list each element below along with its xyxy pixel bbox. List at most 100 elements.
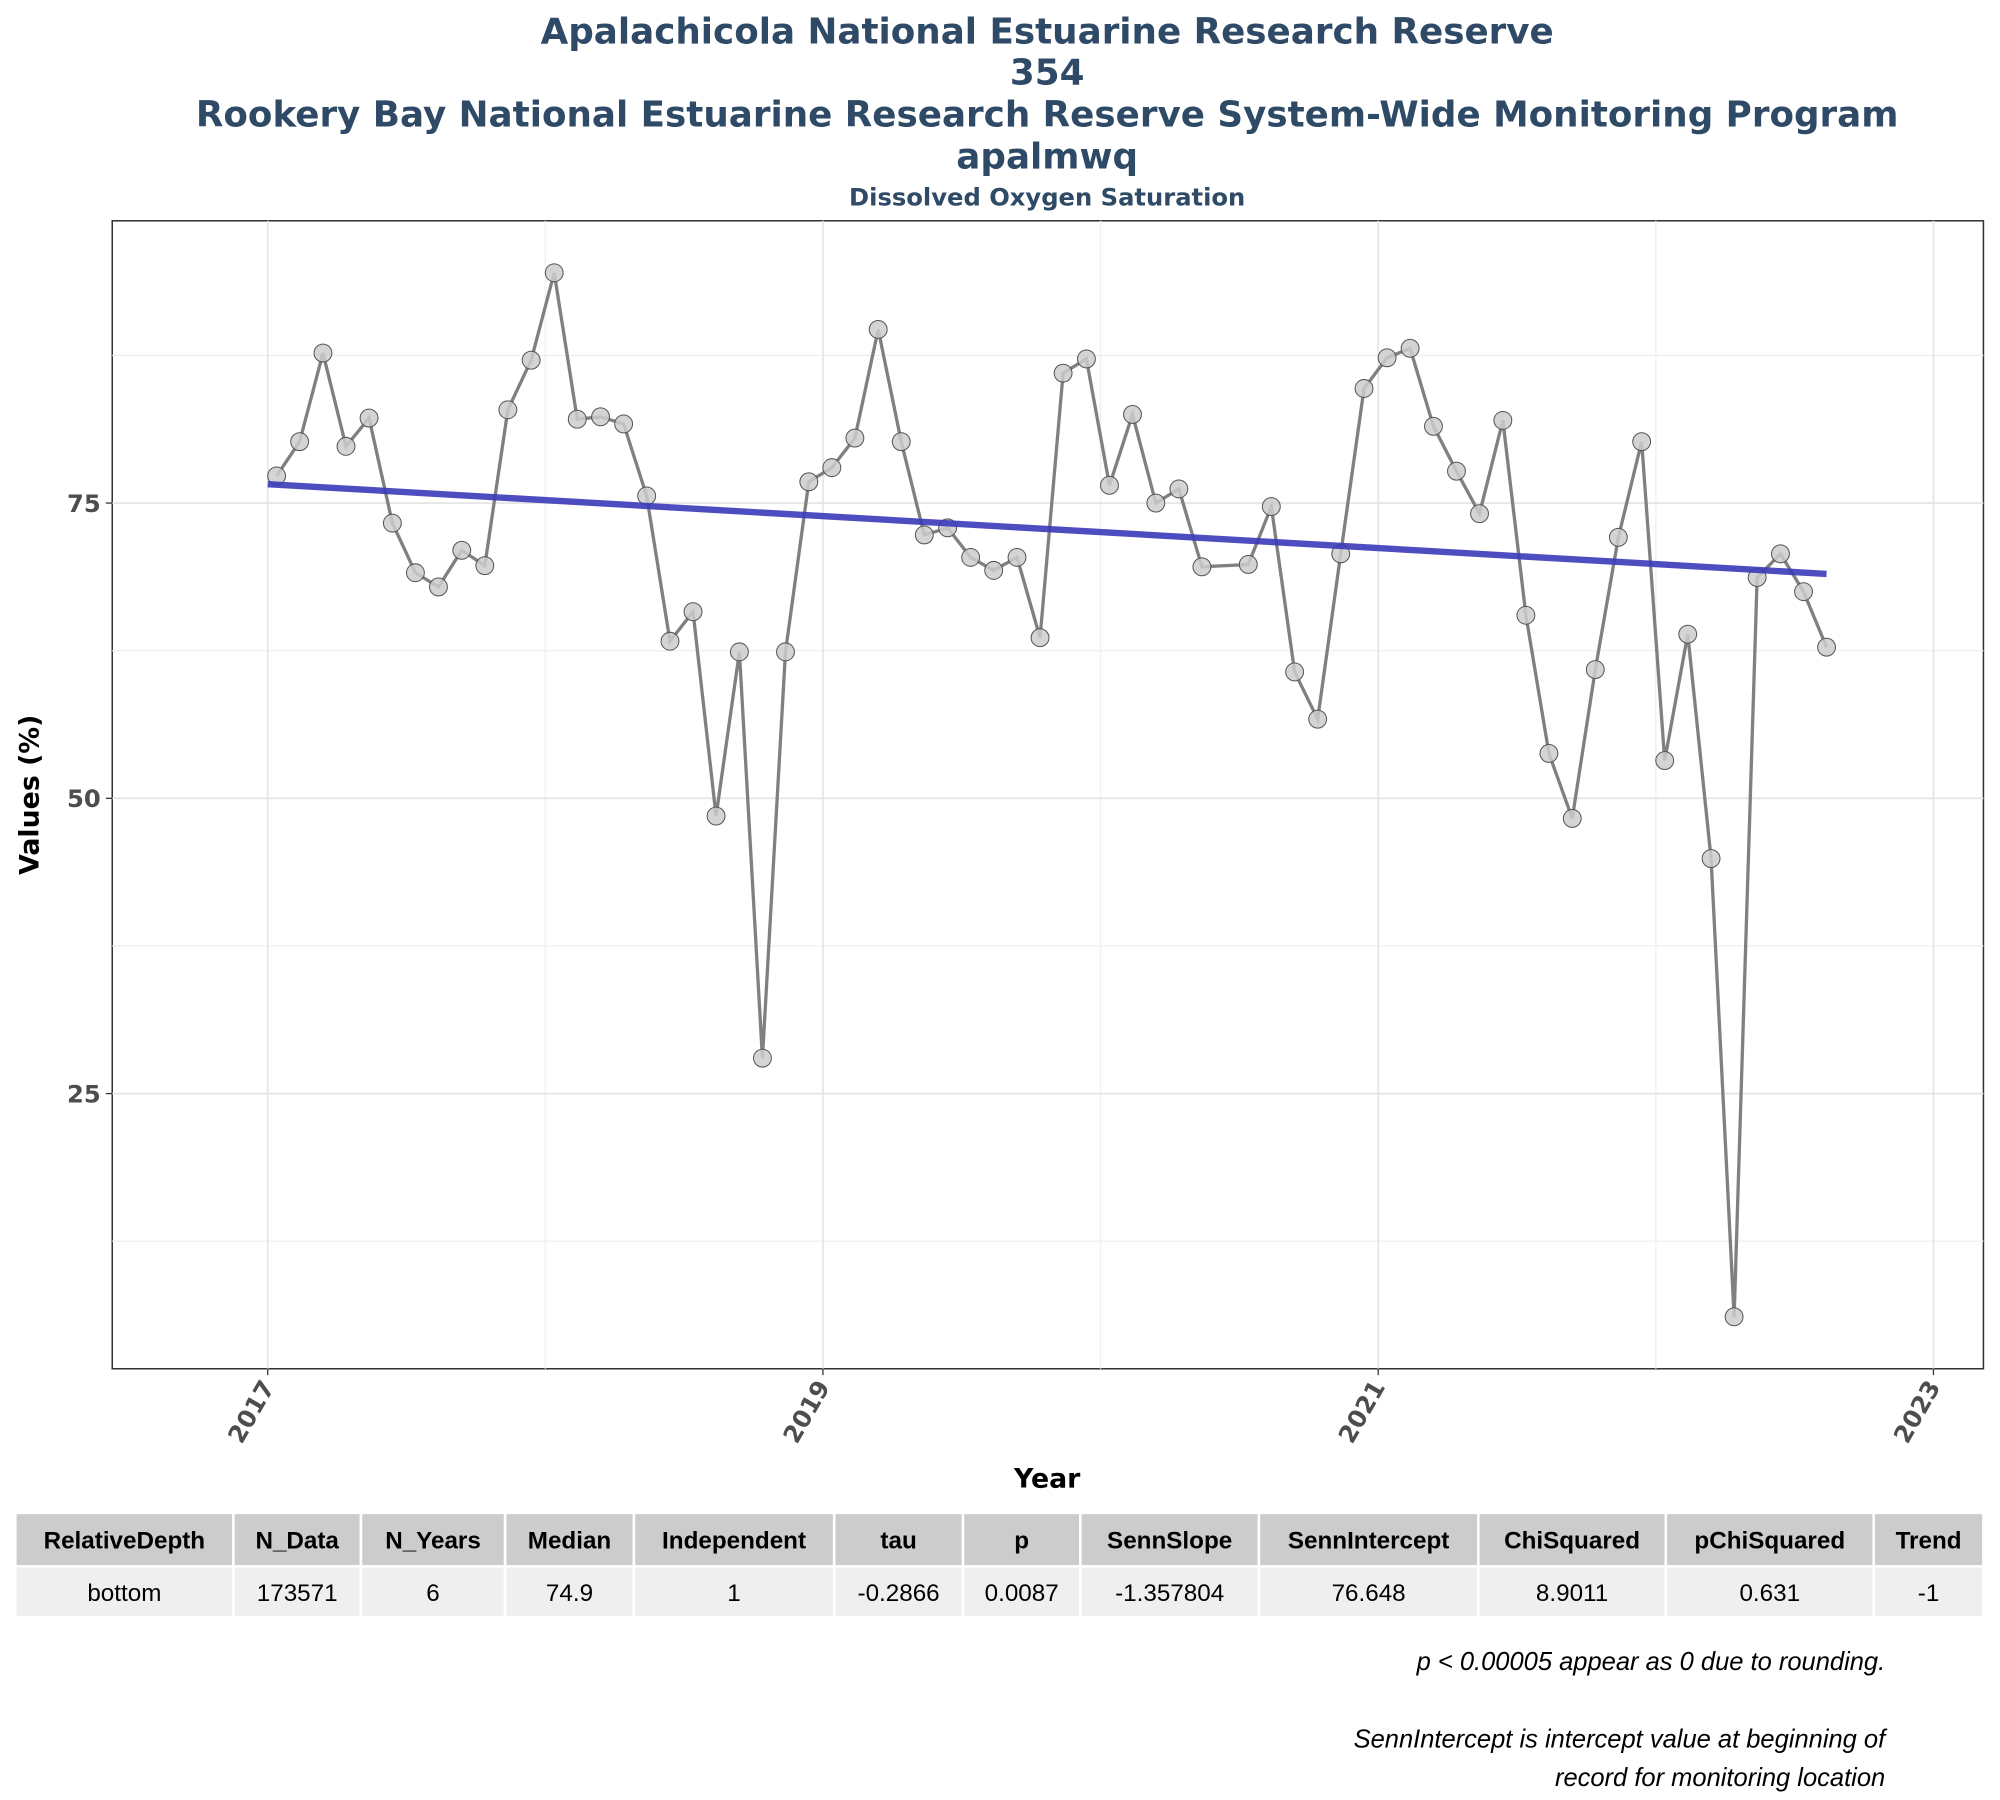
trend-line <box>267 480 1827 578</box>
table-header: SennSlope <box>1107 1528 1232 1555</box>
data-point <box>1585 660 1605 680</box>
data-point <box>1007 547 1027 567</box>
data-point <box>521 350 541 370</box>
data-point <box>1701 849 1721 868</box>
table-header-cell <box>1079 1511 1261 1568</box>
data-point <box>1771 544 1790 564</box>
data-point <box>1192 557 1212 577</box>
table-header: pChiSquared <box>1694 1528 1845 1555</box>
note: record for monitoring location <box>1555 1764 1885 1792</box>
chart-title: 354 <box>1010 52 1085 93</box>
table-value: 74.9 <box>546 1580 593 1607</box>
data-point <box>868 320 888 339</box>
table-value: 0.631 <box>1739 1580 1800 1607</box>
y-axis-label: Values (%) <box>14 715 45 875</box>
table-value: bottom <box>87 1580 161 1607</box>
table-value: -0.2866 <box>858 1580 940 1607</box>
data-point <box>1794 582 1813 602</box>
data-point <box>591 407 611 427</box>
chart-subtitle: Dissolved Oxygen Saturation <box>849 183 1245 211</box>
chart-title: Apalachicola National Estuarine Research… <box>541 11 1554 52</box>
data-point <box>1146 493 1166 513</box>
data-point <box>429 577 448 597</box>
data-point <box>1817 637 1837 657</box>
data-point <box>1238 555 1258 574</box>
table-cell <box>232 1565 363 1619</box>
data-point <box>1400 338 1420 358</box>
data-point <box>475 556 495 576</box>
table-header-cell <box>503 1511 636 1568</box>
table-cell <box>1079 1565 1261 1619</box>
data-point <box>891 432 911 452</box>
data-point <box>1053 363 1073 383</box>
data-point <box>1076 349 1096 369</box>
data-point <box>336 436 356 456</box>
data-point <box>614 414 634 434</box>
data-point <box>984 560 1004 580</box>
y-tick-label: 50 <box>67 785 101 813</box>
data-point <box>1447 461 1466 481</box>
data-point <box>382 513 402 533</box>
table-header: tau <box>880 1528 916 1555</box>
data-point <box>1354 379 1374 398</box>
data-point <box>776 642 795 662</box>
note: p < 0.00005 appear as 0 due to rounding. <box>1416 1648 1886 1676</box>
data-point <box>313 343 333 363</box>
table-cell <box>832 1565 965 1619</box>
table-value: 8.9011 <box>1536 1580 1608 1607</box>
table-header-cell <box>1257 1511 1480 1568</box>
plot-frame <box>111 220 1985 1370</box>
data-point <box>637 486 657 506</box>
y-tick-label: 75 <box>67 490 101 518</box>
table-header: N_Data <box>255 1528 339 1555</box>
table-header-cell <box>1477 1511 1668 1568</box>
data-point <box>1169 479 1189 499</box>
data-point <box>567 409 587 429</box>
table-header-cell <box>961 1511 1082 1568</box>
data-point <box>1632 432 1652 452</box>
table-header: RelativeDepth <box>44 1528 206 1555</box>
table-value: 0.0087 <box>985 1580 1059 1607</box>
table-header: SennIntercept <box>1288 1528 1450 1555</box>
table-value: 1 <box>727 1580 740 1607</box>
data-point <box>752 1048 772 1068</box>
data-point <box>1608 527 1628 547</box>
table-cell <box>961 1565 1082 1619</box>
data-point <box>1308 709 1328 729</box>
data-point <box>1470 504 1489 524</box>
data-point <box>1424 416 1443 436</box>
chart-title: apalmwq <box>956 136 1138 177</box>
data-point <box>914 525 934 545</box>
data-point <box>1030 628 1050 648</box>
data-point <box>706 806 726 826</box>
data-point <box>1724 1307 1744 1327</box>
table-value: -1.357804 <box>1115 1580 1224 1607</box>
table-value: -1 <box>1918 1580 1940 1607</box>
y-tick-label: 25 <box>67 1080 101 1108</box>
data-point <box>961 547 981 567</box>
table-cell <box>1257 1565 1480 1619</box>
table-header: N_Years <box>385 1528 481 1555</box>
table-value: 76.648 <box>1332 1580 1406 1607</box>
data-point <box>290 432 310 452</box>
data-point <box>845 428 865 448</box>
data-point <box>1285 662 1305 682</box>
data-point <box>799 472 819 492</box>
table-header: Median <box>528 1528 611 1555</box>
data-point <box>729 642 749 662</box>
table-value: 173571 <box>257 1580 338 1607</box>
table-header: Independent <box>662 1528 806 1555</box>
data-point <box>1562 808 1582 828</box>
data-point <box>1516 605 1536 625</box>
data-point <box>1493 410 1513 430</box>
table-header: ChiSquared <box>1504 1528 1640 1555</box>
table-cell <box>1872 1565 1985 1619</box>
table-header-cell <box>14 1511 235 1568</box>
table-cell <box>1664 1565 1875 1619</box>
data-point <box>1261 497 1281 517</box>
data-point <box>683 602 703 622</box>
data-point <box>1655 751 1675 770</box>
data-point <box>359 408 379 428</box>
x-axis-label: Year <box>1013 1463 1081 1494</box>
